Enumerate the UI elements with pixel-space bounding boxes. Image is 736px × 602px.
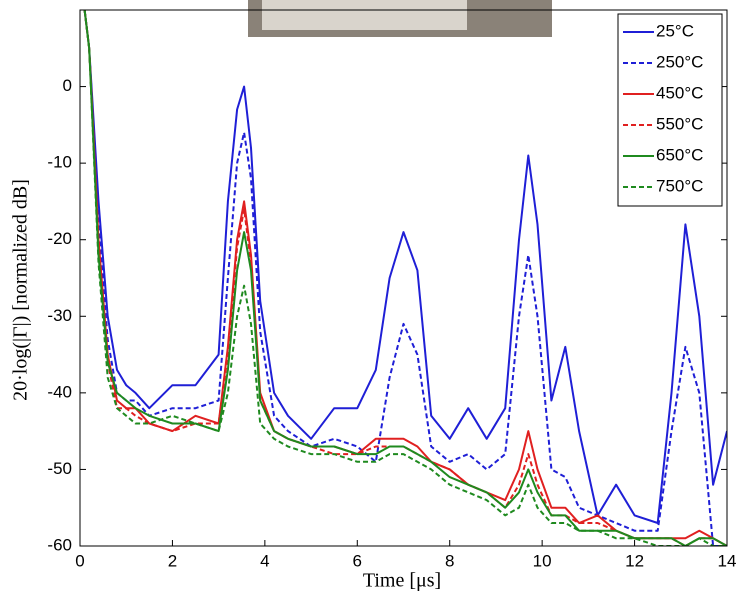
y-tick-label: -30 — [47, 306, 72, 325]
x-axis-label: Time [μs] — [363, 570, 441, 592]
x-tick-label: 12 — [625, 551, 644, 570]
x-tick-label: 10 — [533, 551, 552, 570]
legend-label: 750°C — [656, 176, 703, 195]
legend-box — [617, 13, 723, 207]
plot-frame — [79, 9, 728, 547]
x-tick-label: 4 — [260, 551, 269, 570]
x-tick-label: 14 — [718, 551, 736, 570]
series-line — [83, 10, 727, 524]
y-tick-label: -50 — [47, 459, 72, 478]
legend-label: 450°C — [656, 83, 703, 102]
y-tick-label: -10 — [47, 153, 72, 172]
y-tick-label: -40 — [47, 382, 72, 401]
series-line — [83, 10, 727, 546]
series-line — [83, 10, 727, 546]
y-tick-label: 0 — [63, 76, 72, 95]
x-tick-label: 2 — [168, 551, 177, 570]
legend-label: 550°C — [656, 114, 703, 133]
legend-label: 25°C — [656, 21, 694, 40]
series-line — [83, 10, 727, 546]
series-line — [83, 10, 727, 546]
x-tick-label: 8 — [445, 551, 454, 570]
legend-label: 250°C — [656, 52, 703, 71]
x-tick-label: 0 — [75, 551, 84, 570]
y-tick-label: -60 — [47, 535, 72, 554]
y-axis-label: 20·log(|Γ|) [normalized dB] — [10, 179, 32, 401]
x-tick-label: 6 — [353, 551, 362, 570]
legend-label: 650°C — [656, 145, 703, 164]
y-tick-label: -20 — [47, 229, 72, 248]
photo-detail — [262, 0, 467, 30]
